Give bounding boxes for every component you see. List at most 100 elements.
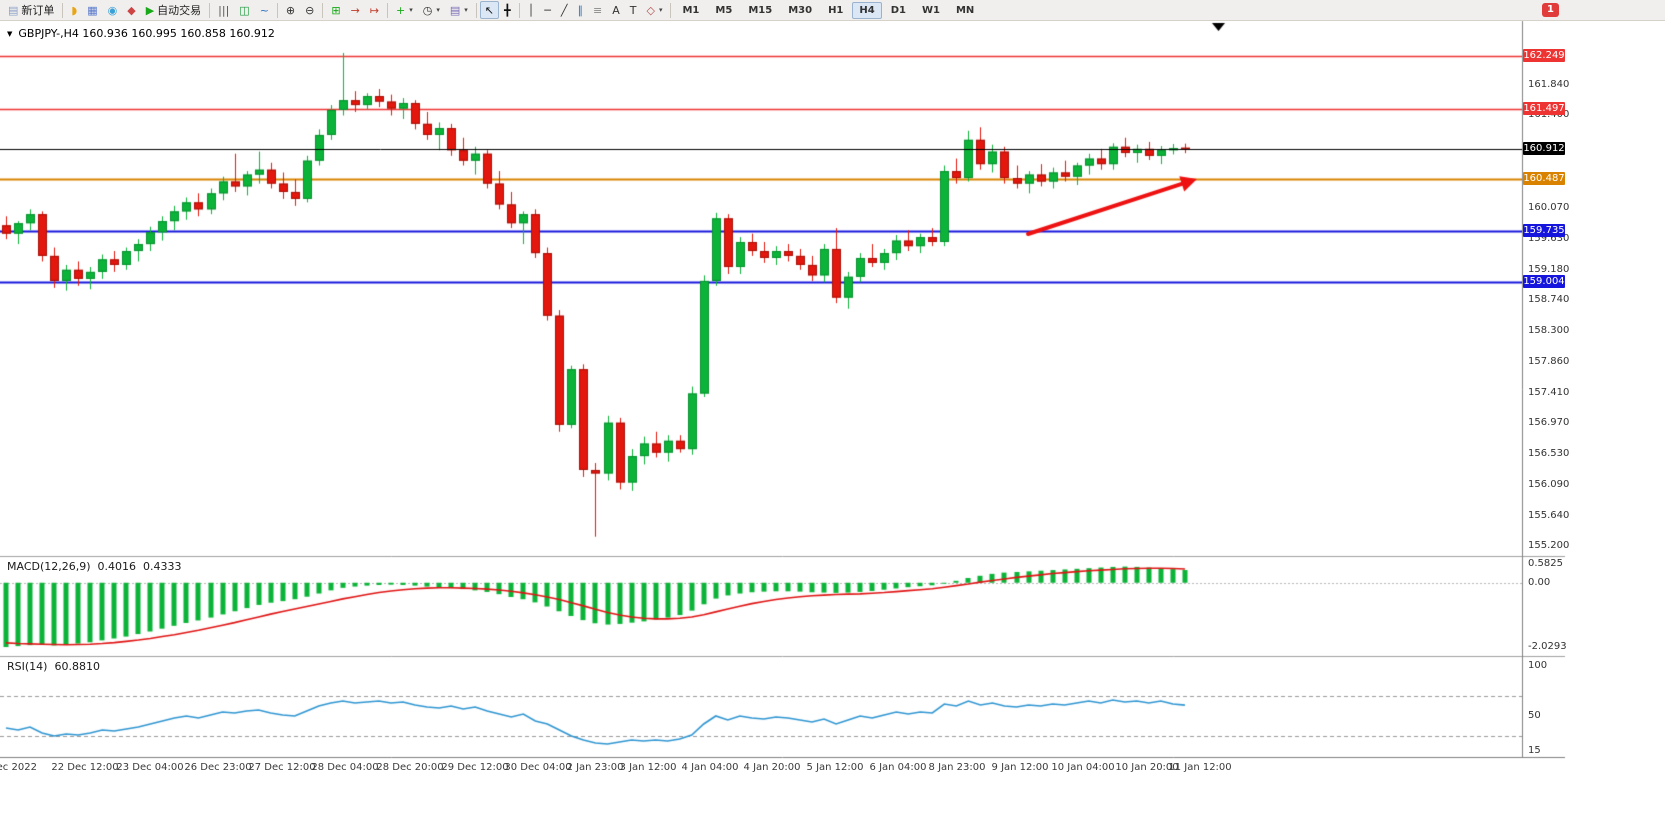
crosshair-icon: ╋ — [504, 3, 511, 17]
chart-shift-button[interactable]: ↦ — [365, 1, 384, 19]
price-axis-label: 159.630 — [1528, 232, 1570, 244]
line-chart-button[interactable]: ~ — [255, 1, 274, 19]
price-axis-label: 161.840 — [1528, 78, 1570, 90]
trendline-icon: ╱ — [560, 3, 568, 17]
macd-indicator-label: MACD(12,26,9) 0.4016 0.4333 — [7, 560, 182, 573]
timeframe-m15-button[interactable]: M15 — [748, 4, 773, 16]
horizontal-line-icon: ─ — [544, 3, 551, 17]
timeframe-h4-button[interactable]: H4 — [852, 1, 882, 19]
toolbar-separator — [62, 2, 64, 18]
time-axis-label: 4 Jan 04:00 — [681, 762, 739, 773]
cursor-button[interactable]: ↖ — [479, 1, 499, 19]
announcement-button[interactable]: ◗ — [66, 1, 82, 19]
price-axis-label: 160.070 — [1528, 201, 1570, 213]
templates-button[interactable]: ▤ ▾ — [445, 1, 473, 19]
price-axis-label: 156.970 — [1528, 417, 1570, 429]
time-axis-label: 10 Jan 20:00 — [1115, 762, 1179, 773]
symbol-ohlc-label: ▼ GBPJPY-,H4 160.936 160.995 160.858 160… — [7, 27, 275, 40]
auto-scroll-button[interactable]: → — [346, 1, 365, 19]
fibonacci-button[interactable]: ≡ — [588, 1, 607, 19]
candlestick-chart-button[interactable]: ◫ — [234, 1, 254, 19]
time-axis-label: 30 Dec 04:00 — [504, 762, 572, 773]
time-axis-label: 29 Dec 12:00 — [441, 762, 509, 773]
notification-badge[interactable]: 1 — [1542, 3, 1559, 17]
time-axis-label: 28 Dec 04:00 — [311, 762, 379, 773]
terminal-icon: ▦ — [87, 3, 98, 17]
horizontal-line-button[interactable]: ─ — [539, 1, 556, 19]
price-axis-label: 155.200 — [1528, 540, 1570, 552]
time-axis-label: 4 Jan 20:00 — [743, 762, 801, 773]
zoom-in-button[interactable]: ⊕ — [281, 1, 300, 19]
channel-button[interactable]: ∥ — [573, 1, 589, 19]
rsi-axis-label: 100 — [1528, 660, 1548, 671]
one-click-trading-icon[interactable]: ▼ — [7, 29, 13, 38]
terminal-button[interactable]: ▦ — [82, 1, 102, 19]
toolbar-separator — [276, 2, 278, 18]
price-axis-label: 161.400 — [1528, 109, 1570, 121]
time-axis-label: 3 Jan 12:00 — [619, 762, 677, 773]
price-axis-label: 157.860 — [1528, 355, 1570, 367]
templates-caret-icon: ▾ — [464, 6, 468, 14]
cursor-icon: ↖ — [484, 3, 494, 17]
chart-shift-icon: ↦ — [369, 3, 379, 17]
time-axis-label: 10 Jan 04:00 — [1051, 762, 1115, 773]
trendline-button[interactable]: ╱ — [556, 1, 573, 19]
indicators-icon: + — [396, 3, 406, 17]
price-axis-label: 159.180 — [1528, 263, 1570, 275]
price-tag: 159.004 — [1523, 275, 1565, 289]
vertical-line-button[interactable]: │ — [523, 1, 540, 19]
tile-windows-icon: ⊞ — [331, 3, 341, 17]
text-button[interactable]: A — [607, 1, 625, 19]
auto-scroll-icon: → — [350, 3, 360, 17]
new-order-button[interactable]: ▤ 新订单 — [3, 1, 59, 19]
signal-button[interactable]: ◉ — [103, 1, 123, 19]
periods-button[interactable]: ◷ ▾ — [418, 1, 445, 19]
time-axis-label: 23 Dec 04:00 — [116, 762, 184, 773]
timeframe-h1-button[interactable]: H1 — [828, 4, 844, 16]
toolbar-separator — [518, 2, 520, 18]
toolbar-separator — [387, 2, 388, 18]
timeframe-mn-button[interactable]: MN — [955, 4, 975, 16]
channel-icon: ∥ — [577, 3, 584, 17]
rsi-name: RSI(14) — [7, 660, 48, 673]
price-axis[interactable]: 161.840 161.400 160.070 159.630 159.180 158.7… — [1522, 21, 1642, 758]
timeframe-m30-button[interactable]: M30 — [788, 4, 813, 16]
price-axis-label: 155.640 — [1528, 509, 1570, 521]
rsi-axis-label: 50 — [1528, 710, 1541, 721]
timeframe-d1-button[interactable]: D1 — [890, 4, 906, 16]
macd-signal-value: 0.4333 — [143, 560, 182, 573]
fibonacci-icon: ≡ — [593, 3, 603, 17]
indicators-button[interactable]: + ▾ — [391, 1, 418, 19]
macd-main-value: 0.4016 — [97, 560, 137, 573]
crosshair-button[interactable]: ╋ — [499, 1, 516, 19]
price-tag: 160.487 — [1523, 171, 1565, 185]
price-axis-label: 156.090 — [1528, 478, 1570, 490]
time-axis-label: 26 Dec 23:00 — [184, 762, 252, 773]
line-chart-icon: ~ — [259, 3, 269, 17]
time-axis-label: 2 Jan 23:00 — [566, 762, 624, 773]
arrows-button[interactable]: ◇ ▾ — [641, 1, 667, 19]
announcement-icon: ◗ — [71, 3, 78, 17]
text-label-button[interactable]: T — [625, 1, 642, 19]
indicators-caret-icon: ▾ — [409, 6, 413, 14]
toolbar-separator — [475, 2, 477, 18]
bar-chart-button[interactable]: ||| — [213, 1, 234, 19]
auto-trading-button[interactable]: ▶ 自动交易 — [141, 1, 206, 19]
price-tag: 159.735 — [1523, 224, 1565, 238]
time-axis-label: 9 Jan 12:00 — [991, 762, 1049, 773]
time-axis-label: 21 Dec 2022 — [0, 762, 37, 773]
tile-windows-button[interactable]: ⊞ — [326, 1, 345, 19]
text-icon: A — [612, 3, 620, 17]
vertical-line-icon: │ — [527, 3, 535, 17]
zoom-out-button[interactable]: ⊖ — [300, 1, 319, 19]
timeframe-m1-button[interactable]: M1 — [682, 4, 700, 16]
strategy-tester-button[interactable]: ◆ — [122, 1, 140, 19]
auto-trading-label: 自动交易 — [157, 4, 202, 17]
timeframe-w1-button[interactable]: W1 — [921, 4, 940, 16]
rsi-value: 60.8810 — [54, 660, 100, 673]
timeframe-m5-button[interactable]: M5 — [715, 4, 733, 16]
time-axis-label: 11 Jan 12:00 — [1168, 762, 1232, 773]
